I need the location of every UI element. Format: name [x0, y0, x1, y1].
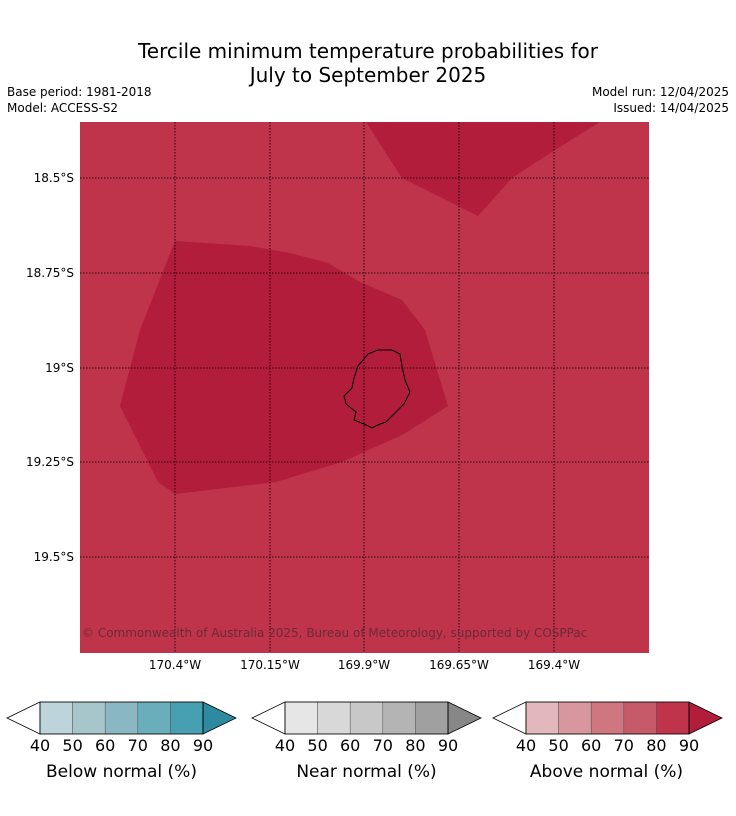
colorbar-near-extend-low — [251, 701, 286, 735]
lat-label: 19°S — [45, 361, 74, 375]
colorbar-below-segment — [39, 701, 73, 735]
colorbar-below-tick: 80 — [160, 736, 181, 755]
colorbar-above-segment — [558, 701, 592, 735]
model-run: Model run: 12/04/2025 — [591, 85, 729, 99]
colorbar-near-segment — [349, 701, 384, 735]
lat-label: 18.75°S — [26, 266, 74, 280]
colorbar-above-segment — [525, 701, 559, 735]
lon-label: 169.9°W — [338, 658, 390, 672]
colorbar-label-above: Above normal (%) — [529, 762, 684, 782]
colorbar-label-below: Below normal (%) — [46, 762, 197, 782]
colorbar-near-tick: 50 — [307, 736, 328, 755]
lon-label: 169.4°W — [528, 658, 580, 672]
colorbar-below-segment — [137, 701, 171, 735]
colorbar-above-segment — [590, 701, 625, 735]
chart-title-line2: July to September 2025 — [249, 63, 487, 87]
colorbar-below-segment — [170, 701, 204, 735]
colorbar-near-tick: 60 — [340, 736, 361, 755]
lon-label: 169.65°W — [429, 658, 489, 672]
colorbar-near-segment — [415, 701, 449, 735]
colorbar-near-tick: 70 — [372, 736, 393, 755]
colorbar-below-segment — [72, 701, 106, 735]
colorbar-near-segment — [382, 701, 416, 735]
colorbar-below-outline — [39, 701, 204, 735]
colorbar-near-tick: 90 — [437, 736, 459, 755]
lat-label: 19.25°S — [26, 455, 74, 469]
colorbar-above-tick: 80 — [646, 736, 667, 755]
colorbar-near-tick: 40 — [274, 736, 296, 755]
colorbar-above-tick: 40 — [515, 736, 537, 755]
lat-label: 18.5°S — [34, 171, 74, 185]
colorbar-below-extend-low — [6, 701, 41, 735]
colorbar-above-segment — [656, 701, 690, 735]
colorbar-above-tick: 90 — [678, 736, 700, 755]
region-above-90-north — [366, 122, 600, 216]
graticule — [80, 122, 649, 653]
colorbar-above-outline — [525, 701, 690, 735]
colorbar-label-near: Near normal (%) — [296, 762, 437, 782]
lon-label: 170.15°W — [240, 658, 300, 672]
colorbar-above-tick: 50 — [548, 736, 569, 755]
colorbar-below-segment — [104, 701, 139, 735]
lon-label: 170.4°W — [149, 658, 201, 672]
colorbars — [6, 701, 723, 735]
chart-title-line1: Tercile minimum temperature probabilitie… — [137, 39, 599, 63]
issued-date: Issued: 14/04/2025 — [613, 101, 729, 115]
copyright-notice: © Commonwealth of Australia 2025, Bureau… — [82, 626, 587, 640]
model-name: Model: ACCESS-S2 — [7, 101, 119, 115]
colorbar-below-tick: 40 — [29, 736, 51, 755]
colorbar-below-extend-high — [202, 701, 237, 735]
colorbar-below-tick: 60 — [95, 736, 116, 755]
colorbar-above-segment — [623, 701, 657, 735]
base-period: Base period: 1981-2018 — [7, 85, 152, 99]
colorbar-below-tick: 50 — [62, 736, 83, 755]
island-coastline — [343, 349, 411, 429]
colorbar-above-tick: 70 — [613, 736, 634, 755]
colorbar-above-extend-high — [688, 701, 723, 735]
lat-label: 19.5°S — [34, 550, 74, 564]
region-above-90-central — [120, 241, 448, 494]
colorbar-near-tick: 80 — [405, 736, 426, 755]
colorbar-near-extend-high — [447, 701, 482, 735]
colorbar-above-tick: 60 — [581, 736, 602, 755]
colorbar-near-segment — [317, 701, 351, 735]
colorbar-below-tick: 70 — [127, 736, 148, 755]
colorbar-near-segment — [284, 701, 318, 735]
colorbar-above-extend-low — [492, 701, 527, 735]
colorbar-near-outline — [284, 701, 449, 735]
colorbar-below-tick: 90 — [192, 736, 214, 755]
